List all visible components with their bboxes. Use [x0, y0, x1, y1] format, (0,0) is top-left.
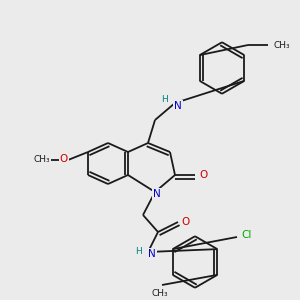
Text: N: N — [153, 189, 161, 199]
Text: H: H — [162, 94, 168, 103]
Text: O: O — [182, 217, 190, 227]
Text: CH₃: CH₃ — [274, 40, 290, 50]
Text: H: H — [135, 247, 141, 256]
Text: CH₃: CH₃ — [34, 155, 50, 164]
Text: CH₃: CH₃ — [152, 289, 168, 298]
Text: O: O — [60, 154, 68, 164]
Text: O: O — [199, 170, 207, 180]
Text: N: N — [174, 101, 182, 111]
Text: Cl: Cl — [242, 230, 252, 240]
Text: N: N — [148, 249, 156, 259]
